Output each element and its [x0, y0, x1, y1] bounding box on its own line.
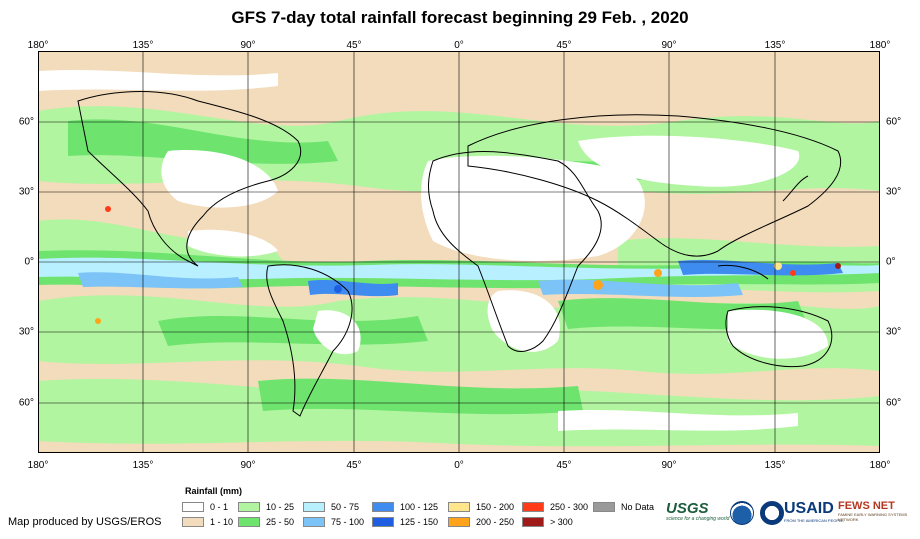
usaid-seal-icon [760, 501, 784, 525]
legend-swatch [372, 502, 394, 512]
legend-item: 200 - 250 [448, 517, 514, 527]
legend-label: No Data [621, 502, 655, 512]
legend-item: 125 - 150 [372, 517, 438, 527]
lat-label-right: 30° [886, 326, 902, 338]
lon-label-bottom: 90° [661, 460, 677, 471]
legend-swatch [448, 517, 470, 527]
lat-label-right: 0° [886, 256, 896, 268]
lat-label-left: 30° [18, 186, 34, 198]
legend-label: 125 - 150 [400, 517, 439, 527]
legend-label: 50 - 75 [331, 502, 360, 512]
legend-swatch [593, 502, 615, 512]
legend-title: Rainfall (mm) [185, 486, 243, 496]
legend-swatch [303, 517, 325, 527]
legend-item: 150 - 200 [448, 502, 514, 512]
legend-swatch [448, 502, 470, 512]
legend-label: 10 - 25 [266, 502, 295, 512]
legend-label: 1 - 10 [210, 517, 234, 527]
usgs-tagline: science for a changing world [666, 516, 730, 522]
usaid-logo: USAID FROM THE AMERICAN PEOPLE [784, 500, 844, 523]
lat-label-right: 60° [886, 116, 902, 128]
legend-label: 75 - 100 [331, 517, 365, 527]
lon-label-bottom: 135° [132, 460, 154, 471]
credit-text: Map produced by USGS/EROS [8, 516, 162, 528]
rain-0-1-layer [38, 69, 828, 431]
lon-label-top: 90° [240, 40, 256, 51]
legend-item: 1 - 10 [182, 517, 233, 527]
lon-label-top: 135° [132, 40, 154, 51]
lat-label-left: 30° [18, 326, 34, 338]
coastline-layer [77, 91, 842, 417]
lon-label-top: 45° [556, 40, 572, 51]
legend-item: 100 - 125 [372, 502, 438, 512]
legend-label: > 300 [550, 517, 573, 527]
noaa-seal-icon [730, 501, 754, 525]
usaid-tagline: FROM THE AMERICAN PEOPLE [784, 518, 844, 523]
lat-label-right: 60° [886, 397, 902, 409]
legend-label: 0 - 1 [210, 502, 229, 512]
legend-label: 200 - 250 [476, 517, 515, 527]
lon-label-bottom: 135° [764, 460, 786, 471]
rainfall-map [38, 51, 880, 453]
legend-label: 150 - 200 [476, 502, 515, 512]
lon-label-bottom: 0° [454, 460, 464, 471]
legend-swatch [522, 502, 544, 512]
legend-swatch [372, 517, 394, 527]
legend-item: > 300 [522, 517, 573, 527]
legend-label: 25 - 50 [266, 517, 295, 527]
lon-label-top: 135° [764, 40, 786, 51]
legend-swatch [182, 517, 204, 527]
legend-item: No Data [593, 502, 654, 512]
legend-item: 50 - 75 [303, 502, 359, 512]
lon-label-bottom: 180° [27, 460, 49, 471]
legend-swatch [182, 502, 204, 512]
legend-swatch [238, 517, 260, 527]
lat-label-left: 0° [24, 256, 34, 268]
lon-label-top: 0° [454, 40, 464, 51]
lon-label-top: 180° [869, 40, 891, 51]
legend-item: 250 - 300 [522, 502, 588, 512]
legend-item: 75 - 100 [303, 517, 364, 527]
map-frame [38, 51, 880, 453]
lat-label-left: 60° [18, 397, 34, 409]
lon-label-top: 90° [661, 40, 677, 51]
usaid-logo-text: USAID [784, 500, 834, 517]
legend-swatch [238, 502, 260, 512]
rainfall-map-canvas [38, 51, 880, 453]
map-title: GFS 7-day total rainfall forecast beginn… [231, 8, 689, 27]
lon-label-top: 180° [27, 40, 49, 51]
rain-extreme-layer [95, 206, 841, 324]
legend-swatch [303, 502, 325, 512]
fews-net-logo-text: FEWS NET [838, 500, 895, 512]
legend-item: 25 - 50 [238, 517, 294, 527]
usgs-logo: USGS science for a changing world [666, 500, 729, 522]
fews-net-logo: FEWS NET FAMINE EARLY WARNING SYSTEMS NE… [838, 500, 920, 522]
legend-swatch [522, 517, 544, 527]
lon-label-bottom: 45° [346, 460, 362, 471]
lon-label-top: 45° [346, 40, 362, 51]
legend-label: 250 - 300 [550, 502, 589, 512]
legend-label: 100 - 125 [400, 502, 439, 512]
graticule-layer [38, 51, 880, 453]
lon-label-bottom: 45° [556, 460, 572, 471]
lat-label-right: 30° [886, 186, 902, 198]
legend-item: 10 - 25 [238, 502, 294, 512]
legend-item: 0 - 1 [182, 502, 228, 512]
lon-label-bottom: 180° [869, 460, 891, 471]
fews-net-tagline: FAMINE EARLY WARNING SYSTEMS NETWORK [838, 512, 908, 522]
usgs-logo-text: USGS [666, 500, 709, 517]
lon-label-bottom: 90° [240, 460, 256, 471]
lat-label-left: 60° [18, 116, 34, 128]
